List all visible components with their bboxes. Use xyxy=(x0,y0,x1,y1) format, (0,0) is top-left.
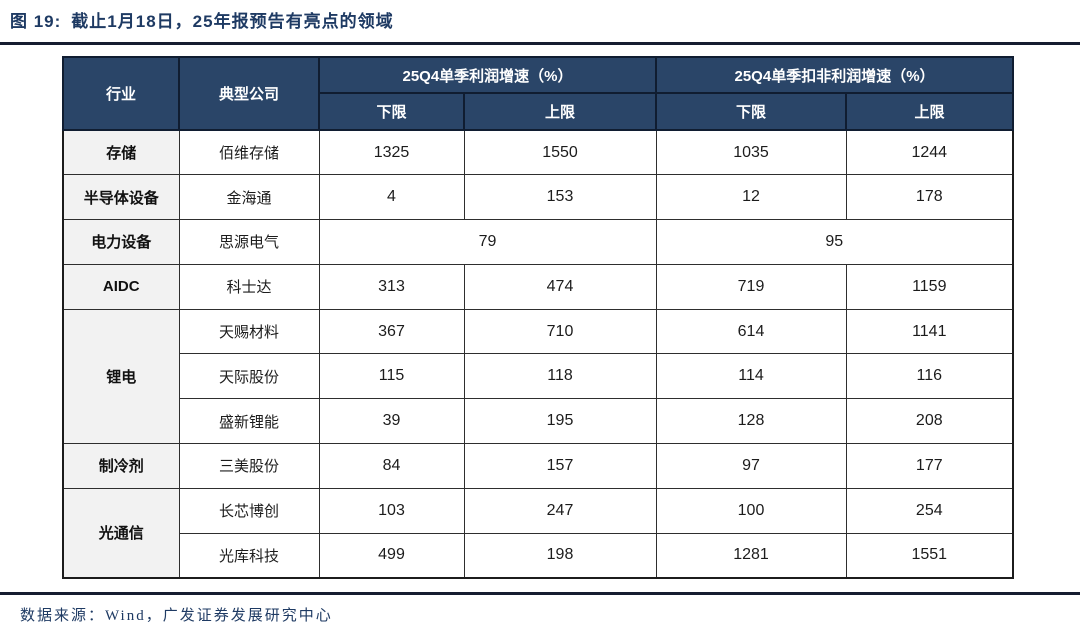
cell-company: 天际股份 xyxy=(178,353,320,400)
cell-value: 198 xyxy=(463,532,657,579)
table-row: 电力设备 思源电气 79 95 xyxy=(62,219,1014,265)
cell-industry: AIDC xyxy=(62,263,180,310)
cell-value: 103 xyxy=(318,487,465,534)
table-row: 锂电 天赐材料 367 710 614 1141 xyxy=(62,308,1014,445)
cell-value: 1035 xyxy=(655,129,847,176)
table-row: 制冷剂 三美股份 84 157 97 177 xyxy=(62,443,1014,489)
cell-value: 97 xyxy=(655,443,847,489)
figure-title-text: 截止1月18日，25年报预告有亮点的领域 xyxy=(71,12,394,31)
cell-company: 科士达 xyxy=(178,263,320,310)
cell-value: 719 xyxy=(655,263,847,310)
cell-value: 1159 xyxy=(845,263,1014,310)
cell-industry: 制冷剂 xyxy=(62,443,180,489)
header-lower-limit-2: 下限 xyxy=(655,92,848,131)
cell-value: 1325 xyxy=(318,129,465,176)
cell-value: 474 xyxy=(463,263,657,310)
header-upper-limit-2: 上限 xyxy=(845,92,1015,131)
header-group-nonrecurring-growth: 25Q4单季扣非利润增速（%） xyxy=(655,56,1015,94)
table-row: AIDC 科士达 313 474 719 1159 xyxy=(62,263,1014,310)
figure-title: 图 19: 截止1月18日，25年报预告有亮点的领域 xyxy=(10,7,394,32)
cell-value: 1550 xyxy=(463,129,657,176)
footer-divider xyxy=(0,592,1080,595)
cell-industry: 电力设备 xyxy=(62,219,180,265)
data-source: 数据来源：Wind，广发证券发展研究中心 xyxy=(20,608,333,624)
cell-value: 4 xyxy=(318,174,465,221)
cell-value: 313 xyxy=(318,263,465,310)
cell-value: 39 xyxy=(318,398,465,445)
cell-value: 1551 xyxy=(845,532,1014,579)
header-company: 典型公司 xyxy=(178,56,320,131)
cell-industry: 光通信 xyxy=(62,487,180,579)
title-divider xyxy=(0,42,1080,45)
table-row: 存储 佰维存储 1325 1550 1035 1244 xyxy=(62,129,1014,176)
cell-company: 光库科技 xyxy=(178,532,320,579)
highlights-table: 行业 典型公司 25Q4单季利润增速（%） 25Q4单季扣非利润增速（%） 下限… xyxy=(62,56,1015,579)
cell-value: 710 xyxy=(463,308,657,355)
cell-value: 12 xyxy=(655,174,847,221)
cell-value: 254 xyxy=(845,487,1014,534)
cell-value: 153 xyxy=(463,174,657,221)
cell-value: 115 xyxy=(318,353,465,400)
cell-value: 114 xyxy=(655,353,847,400)
cell-industry: 锂电 xyxy=(62,308,180,445)
header-industry: 行业 xyxy=(62,56,180,131)
cell-industry: 半导体设备 xyxy=(62,174,180,221)
header-lower-limit-1: 下限 xyxy=(318,92,465,131)
cell-company: 思源电气 xyxy=(178,219,320,265)
table-row: 盛新锂能 39 195 128 208 xyxy=(63,398,1014,445)
cell-value: 1244 xyxy=(845,129,1014,176)
cell-company: 盛新锂能 xyxy=(178,398,320,445)
cell-value: 499 xyxy=(318,532,465,579)
cell-value: 157 xyxy=(463,443,657,489)
header-upper-limit-1: 上限 xyxy=(462,92,658,131)
figure-label: 图 19: xyxy=(10,12,62,31)
table-row: 光通信 长芯博创 103 247 100 254 xyxy=(62,487,1014,579)
cell-company: 三美股份 xyxy=(178,443,320,489)
cell-value: 128 xyxy=(655,398,847,445)
cell-company: 佰维存储 xyxy=(178,129,320,176)
cell-value: 84 xyxy=(318,443,465,489)
cell-value-merged: 79 xyxy=(318,219,657,265)
cell-value: 614 xyxy=(655,308,847,355)
cell-value: 1281 xyxy=(655,532,847,579)
table-row: 光库科技 499 198 1281 1551 xyxy=(63,532,1014,579)
cell-value: 1141 xyxy=(845,308,1014,355)
cell-value: 195 xyxy=(463,398,657,445)
cell-value: 247 xyxy=(463,487,657,534)
cell-value-merged: 95 xyxy=(655,219,1014,265)
header-group-profit-growth: 25Q4单季利润增速（%） xyxy=(317,56,658,94)
cell-value: 100 xyxy=(655,487,847,534)
cell-company: 长芯博创 xyxy=(178,487,320,534)
cell-value: 116 xyxy=(845,353,1014,400)
cell-value: 178 xyxy=(845,174,1014,221)
cell-value: 367 xyxy=(318,308,465,355)
table-row: 半导体设备 金海通 4 153 12 178 xyxy=(62,174,1014,221)
cell-value: 118 xyxy=(463,353,657,400)
cell-company: 天赐材料 xyxy=(178,308,320,355)
cell-value: 208 xyxy=(845,398,1014,445)
cell-value: 177 xyxy=(845,443,1014,489)
cell-company: 金海通 xyxy=(178,174,320,221)
table-row: 天际股份 115 118 114 116 xyxy=(63,353,1014,400)
cell-industry: 存储 xyxy=(62,129,180,176)
